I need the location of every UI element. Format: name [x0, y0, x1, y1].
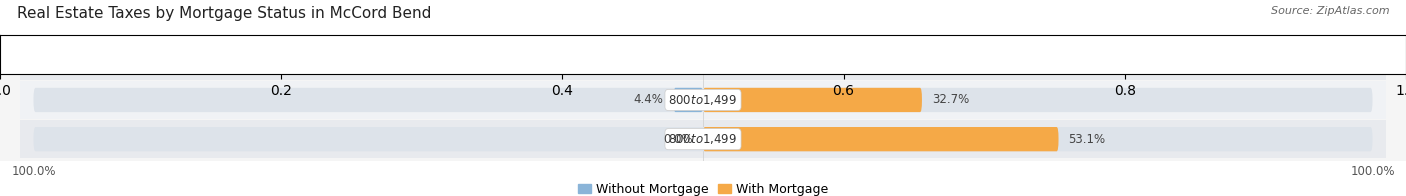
- Text: 53.1%: 53.1%: [1069, 133, 1105, 146]
- Text: Less than $800: Less than $800: [658, 54, 748, 67]
- FancyBboxPatch shape: [34, 49, 1372, 73]
- Text: Source: ZipAtlas.com: Source: ZipAtlas.com: [1271, 6, 1389, 16]
- FancyBboxPatch shape: [34, 88, 1372, 112]
- FancyBboxPatch shape: [34, 127, 1372, 151]
- Text: 0.0%: 0.0%: [664, 133, 693, 146]
- FancyBboxPatch shape: [703, 127, 1059, 151]
- FancyBboxPatch shape: [153, 49, 703, 73]
- FancyBboxPatch shape: [20, 120, 1386, 158]
- Text: Real Estate Taxes by Mortgage Status in McCord Bend: Real Estate Taxes by Mortgage Status in …: [17, 6, 432, 21]
- FancyBboxPatch shape: [20, 81, 1386, 119]
- Text: 82.2%: 82.2%: [105, 54, 142, 67]
- Text: $800 to $1,499: $800 to $1,499: [668, 132, 738, 146]
- Text: 4.4%: 4.4%: [634, 93, 664, 106]
- Text: $800 to $1,499: $800 to $1,499: [668, 93, 738, 107]
- FancyBboxPatch shape: [673, 88, 703, 112]
- FancyBboxPatch shape: [703, 88, 922, 112]
- Text: 0.0%: 0.0%: [713, 54, 742, 67]
- FancyBboxPatch shape: [20, 42, 1386, 80]
- Legend: Without Mortgage, With Mortgage: Without Mortgage, With Mortgage: [578, 183, 828, 196]
- Text: 32.7%: 32.7%: [932, 93, 969, 106]
